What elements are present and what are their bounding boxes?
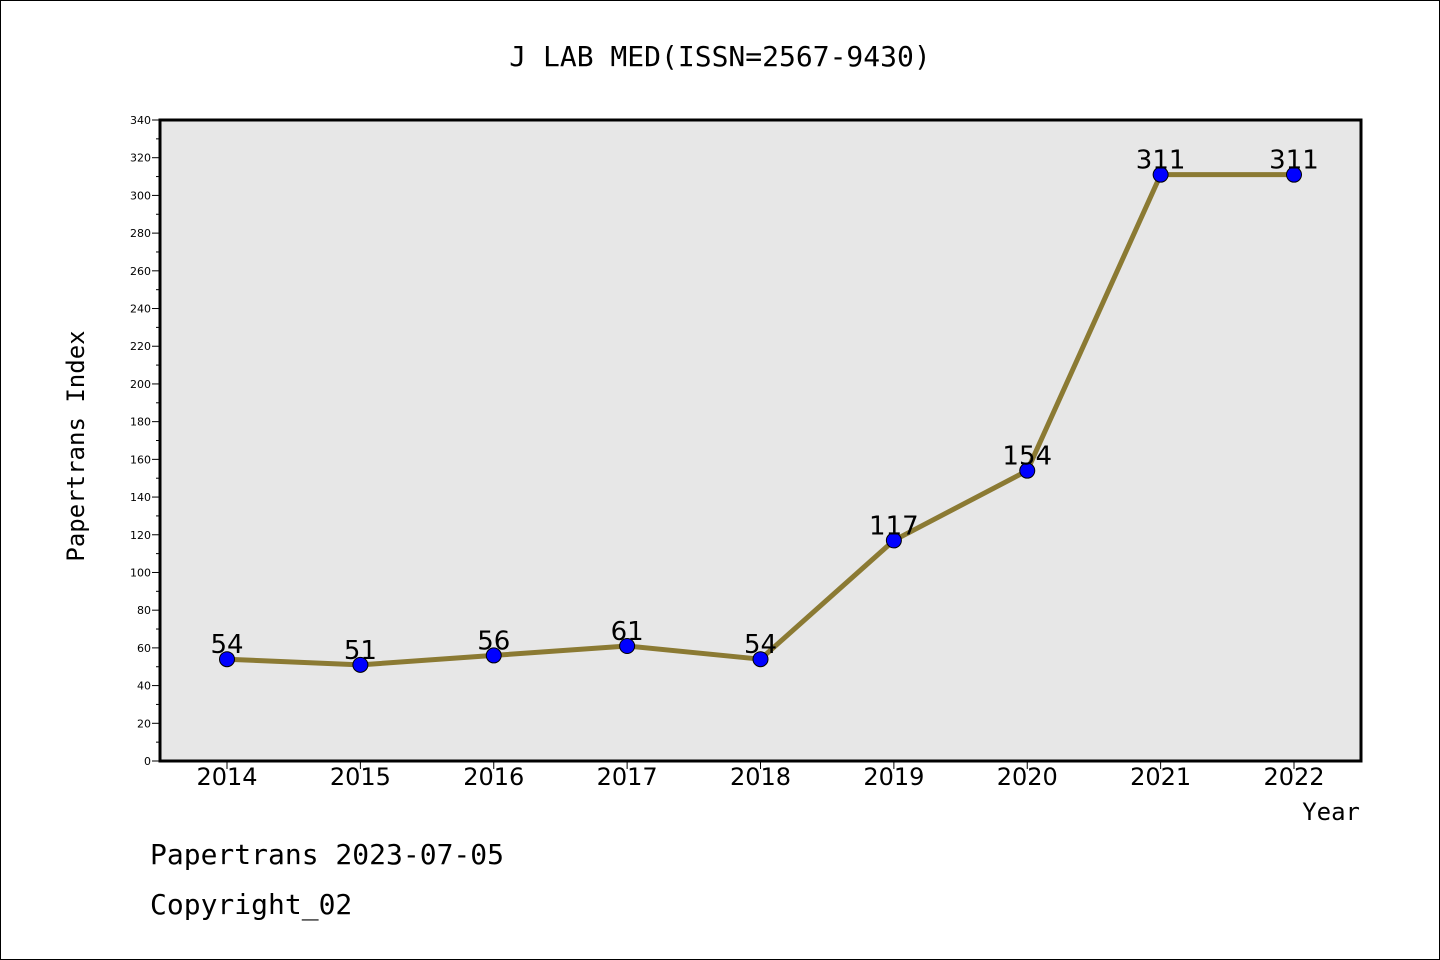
x-axis-title: Year bbox=[1302, 798, 1360, 826]
y-tick-label: 340 bbox=[130, 114, 151, 127]
y-tick-label: 280 bbox=[130, 227, 151, 240]
data-label: 54 bbox=[744, 630, 777, 660]
y-tick-label: 0 bbox=[144, 755, 151, 768]
data-point bbox=[485, 647, 502, 664]
x-tick-label: 2021 bbox=[1130, 763, 1191, 791]
data-point bbox=[1019, 462, 1036, 479]
y-tick-label: 180 bbox=[130, 416, 151, 429]
x-tick-label: 2020 bbox=[997, 763, 1058, 791]
y-tick-label: 80 bbox=[137, 604, 151, 617]
data-labels: 54 51 56 61 54 117 154 311 311 bbox=[210, 146, 1318, 666]
y-axis: 0 20 40 60 80 100 120 140 160 180 200 220 240 260 280 3… bbox=[130, 114, 160, 768]
y-tick-label: 260 bbox=[130, 265, 151, 278]
x-tick-label: 2014 bbox=[196, 763, 257, 791]
footer-source: Papertrans 2023-07-05 bbox=[150, 838, 504, 871]
y-tick-label: 20 bbox=[137, 717, 151, 730]
data-point bbox=[1152, 166, 1169, 183]
y-tick-label: 240 bbox=[130, 303, 151, 316]
chart-title: J LAB MED(ISSN=2567-9430) bbox=[509, 40, 930, 73]
y-tick-label: 300 bbox=[130, 189, 151, 202]
data-label: 154 bbox=[1002, 442, 1052, 472]
data-label: 117 bbox=[869, 511, 919, 541]
x-tick-label: 2022 bbox=[1263, 763, 1324, 791]
series-markers bbox=[219, 166, 1302, 673]
data-point bbox=[1286, 166, 1302, 183]
footer-copyright: Copyright_02 bbox=[150, 888, 352, 922]
data-label: 311 bbox=[1269, 146, 1319, 176]
x-tick-label: 2016 bbox=[463, 763, 524, 791]
data-label: 51 bbox=[344, 636, 377, 666]
data-label: 311 bbox=[1136, 146, 1186, 176]
data-label: 54 bbox=[210, 630, 243, 660]
x-axis: 2014 2015 2016 2017 2018 2019 2020 2021 2022 bbox=[196, 761, 1325, 791]
data-label: 61 bbox=[611, 617, 644, 647]
y-tick-label: 100 bbox=[130, 566, 151, 579]
y-tick-label: 220 bbox=[130, 340, 151, 353]
y-tick-label: 200 bbox=[130, 378, 151, 391]
y-tick-label: 120 bbox=[130, 529, 151, 542]
y-axis-title: Papertrans Index bbox=[62, 330, 90, 561]
data-label: 56 bbox=[477, 626, 510, 656]
y-tick-label: 60 bbox=[137, 642, 151, 655]
data-point bbox=[619, 637, 636, 654]
data-point bbox=[219, 651, 235, 668]
x-tick-label: 2019 bbox=[863, 763, 924, 791]
x-tick-label: 2018 bbox=[730, 763, 791, 791]
y-tick-label: 160 bbox=[130, 453, 151, 466]
data-point bbox=[352, 656, 369, 673]
data-point bbox=[885, 532, 902, 549]
x-tick-label: 2017 bbox=[597, 763, 658, 791]
y-tick-label: 40 bbox=[137, 680, 151, 693]
y-tick-label: 140 bbox=[130, 491, 151, 504]
y-tick-label: 320 bbox=[130, 152, 151, 165]
data-point bbox=[752, 651, 769, 668]
x-tick-label: 2015 bbox=[330, 763, 391, 791]
